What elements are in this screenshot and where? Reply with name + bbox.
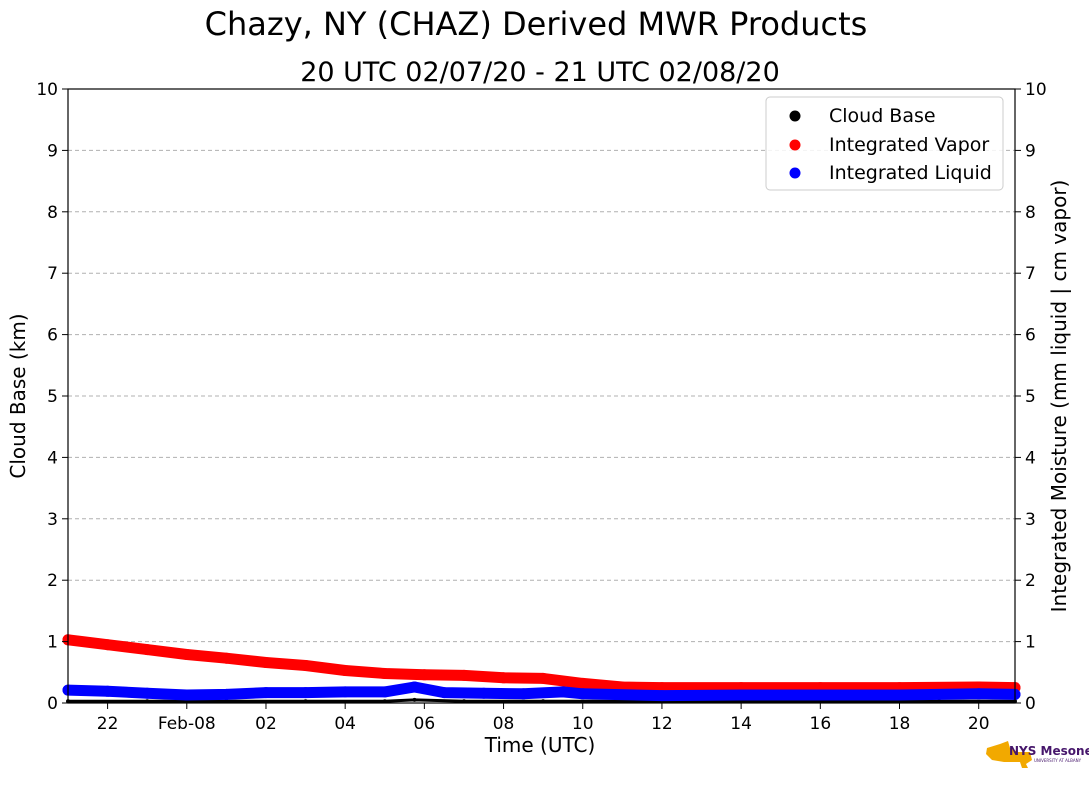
ny-state-shape-icon	[986, 741, 1032, 768]
y-tick-label-right: 3	[1025, 510, 1036, 530]
logo-wordmark: NYS Mesonet	[1009, 744, 1089, 758]
y-tick-label-left: 7	[47, 264, 58, 284]
x-tick-label: 20	[968, 714, 990, 734]
data-point-cloud-base	[412, 697, 417, 702]
nys-mesonet-logo: NYS Mesonet UNIVERSITY AT ALBANY	[986, 741, 1089, 768]
x-tick-label: 08	[493, 714, 515, 734]
data-point-cloud-base	[303, 699, 308, 704]
x-tick-label: Feb-08	[158, 714, 216, 734]
data-point-cloud-base	[224, 699, 229, 704]
data-point-integrated-liquid	[656, 690, 668, 702]
data-point-integrated-vapor	[260, 657, 272, 668]
logo-tagline: UNIVERSITY AT ALBANY	[1034, 758, 1082, 763]
y-tick-label-right: 1	[1025, 633, 1036, 653]
data-point-cloud-base	[382, 699, 387, 704]
data-point-integrated-vapor	[220, 652, 232, 664]
chart-title: Chazy, NY (CHAZ) Derived MWR Products	[205, 5, 868, 43]
data-point-integrated-vapor	[418, 669, 430, 681]
data-point-integrated-vapor	[498, 672, 510, 684]
data-point-integrated-liquid	[735, 689, 747, 701]
legend: Cloud Base Integrated Vapor Integrated L…	[765, 96, 1004, 191]
data-point-integrated-liquid	[894, 689, 905, 701]
legend-label-integrated-vapor: Integrated Vapor	[829, 134, 989, 156]
legend-marker-integrated-vapor	[789, 139, 801, 151]
data-point-integrated-vapor	[458, 669, 470, 681]
x-tick-label: 18	[889, 714, 911, 734]
y-tick-label-left: 1	[47, 633, 58, 653]
data-series	[62, 634, 1021, 704]
series-cloud-base	[66, 697, 1017, 704]
y-tick-label-right: 9	[1025, 141, 1036, 161]
data-point-integrated-vapor	[577, 677, 589, 689]
y-axis-label-right: Integrated Moisture (mm liquid | cm vapo…	[1047, 180, 1071, 613]
y-tick-label-right: 8	[1025, 203, 1036, 223]
y-tick-label-left: 0	[47, 694, 58, 714]
data-point-integrated-liquid	[220, 688, 232, 700]
data-point-cloud-base	[145, 699, 150, 704]
y-tick-label-left: 3	[47, 510, 58, 530]
x-tick-label: 04	[334, 714, 356, 734]
data-point-cloud-base	[462, 699, 466, 704]
x-tick-label: 12	[651, 714, 673, 734]
y-tick-label-right: 10	[1025, 80, 1047, 100]
data-point-integrated-vapor	[102, 639, 114, 651]
x-tick-label: 22	[97, 714, 119, 734]
data-point-integrated-liquid	[339, 686, 351, 698]
y-axis-label-left: Cloud Base (km)	[6, 313, 30, 478]
legend-marker-integrated-liquid	[789, 167, 801, 179]
data-point-cloud-base	[937, 699, 942, 704]
y-tick-label-right: 0	[1025, 694, 1036, 714]
legend-marker-cloud-base	[789, 110, 801, 122]
data-point-integrated-liquid	[517, 688, 529, 700]
x-tick-label: 06	[414, 714, 436, 734]
y-tick-label-right: 7	[1025, 264, 1036, 284]
x-tick-label: 02	[255, 714, 277, 734]
y-tick-label-left: 9	[47, 141, 58, 161]
series-integrated-vapor	[62, 634, 1021, 694]
x-tick-label: 10	[572, 714, 594, 734]
y-tick-label-left: 5	[47, 387, 58, 407]
data-point-integrated-liquid	[973, 688, 985, 700]
legend-label-integrated-liquid: Integrated Liquid	[829, 162, 992, 184]
data-point-integrated-liquid	[409, 681, 420, 693]
y-tick-label-right: 2	[1025, 571, 1036, 591]
y-tick-label-left: 2	[47, 571, 58, 591]
y-tick-label-right: 5	[1025, 387, 1036, 407]
data-point-integrated-vapor	[379, 668, 391, 679]
data-point-integrated-liquid	[141, 687, 153, 699]
legend-label-cloud-base: Cloud Base	[829, 105, 936, 127]
y-tick-label-right: 6	[1025, 326, 1036, 346]
y-tick-label-left: 6	[47, 326, 58, 346]
data-point-integrated-liquid	[379, 686, 391, 698]
data-point-integrated-liquid	[478, 687, 490, 699]
data-point-integrated-vapor	[300, 660, 312, 671]
x-tick-label: 16	[810, 714, 832, 734]
data-point-integrated-vapor	[141, 644, 153, 656]
data-point-cloud-base	[541, 699, 546, 704]
data-point-integrated-liquid	[438, 687, 450, 699]
y-tick-label-left: 4	[47, 448, 58, 468]
data-point-integrated-vapor	[537, 672, 549, 684]
data-point-integrated-liquid	[577, 688, 589, 700]
y-tick-label-right: 4	[1025, 448, 1036, 468]
data-point-integrated-liquid	[260, 687, 272, 699]
legend-box	[765, 96, 1004, 191]
data-point-integrated-liquid	[181, 689, 193, 701]
x-tick-label: 14	[730, 714, 752, 734]
x-axis-label: Time (UTC)	[484, 733, 596, 757]
data-point-integrated-liquid	[102, 685, 114, 697]
y-tick-label-left: 10	[36, 80, 58, 100]
chart-subtitle: 20 UTC 02/07/20 - 21 UTC 02/08/20	[300, 57, 780, 88]
data-point-integrated-liquid	[557, 686, 569, 698]
data-point-integrated-liquid	[300, 687, 312, 699]
data-point-integrated-liquid	[814, 689, 826, 701]
data-point-integrated-vapor	[181, 649, 193, 660]
series-band-cloud-base	[66, 698, 1017, 703]
data-point-integrated-vapor	[339, 665, 351, 676]
y-tick-label-left: 8	[47, 203, 58, 223]
series-integrated-liquid	[62, 681, 1021, 702]
